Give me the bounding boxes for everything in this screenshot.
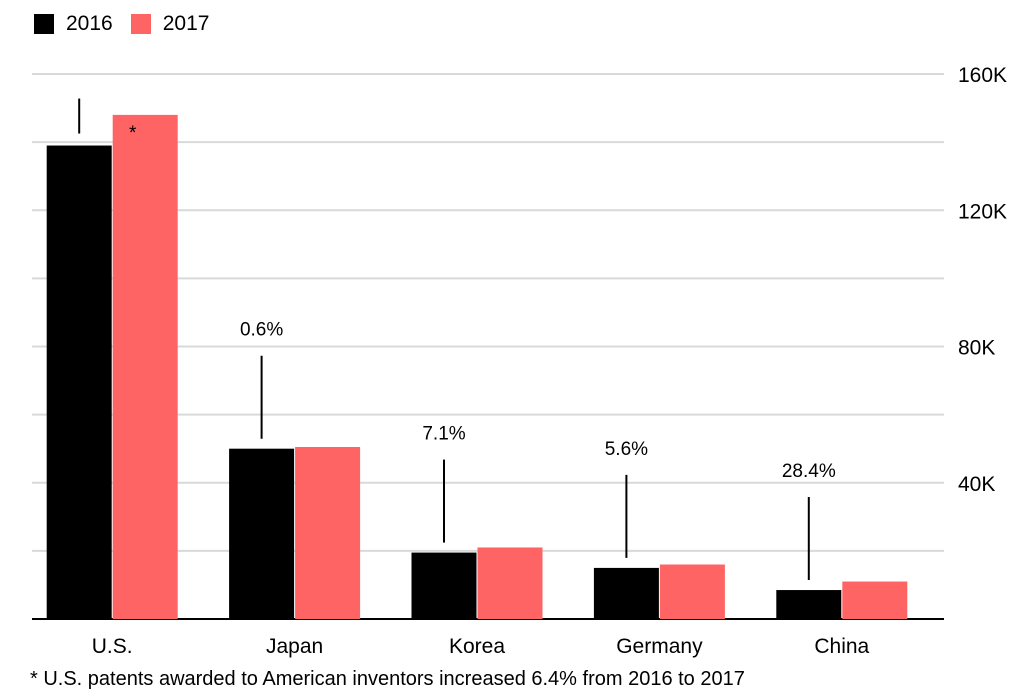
labels: 40K 80K 120K 160K U.S. Japan Korea Germany China… <box>92 64 1007 658</box>
bar-2017-japan <box>295 446 361 619</box>
bar-2016-korea <box>411 552 477 619</box>
legend: 2016 2017 <box>34 12 227 36</box>
legend-label-2016: 2016 <box>66 12 113 35</box>
bar-2017-us <box>112 114 178 619</box>
bar-2016-japan <box>229 448 295 619</box>
x-tick-label: Japan <box>266 635 323 658</box>
bar-2016-china <box>776 590 842 619</box>
legend-swatch-2017 <box>130 14 151 34</box>
legend-label-2017: 2017 <box>162 12 210 35</box>
bar-2017-china <box>842 581 908 619</box>
legend-item-2016: 2016 <box>34 12 113 36</box>
y-tick-label: 160K <box>958 64 1007 87</box>
footnote: * U.S. patents awarded to American inven… <box>30 668 745 690</box>
bars <box>46 114 908 619</box>
bar-2016-us <box>46 145 112 619</box>
bar-2017-korea <box>477 547 543 619</box>
annotation-leaders <box>78 98 810 581</box>
y-tick-label: 80K <box>958 337 995 360</box>
annotation-label: 28.4% <box>782 461 836 482</box>
annotation-label: 0.6% <box>240 320 283 341</box>
bar-2016-germany <box>593 567 659 619</box>
annotation-label: 7.1% <box>422 424 465 445</box>
x-tick-label: Korea <box>449 635 505 658</box>
x-tick-label: Germany <box>616 635 703 658</box>
x-tick-label: China <box>814 635 869 658</box>
y-tick-label: 40K <box>958 473 995 496</box>
y-tick-label: 120K <box>958 200 1007 223</box>
x-tick-label: U.S. <box>92 635 133 658</box>
annotation-label: * <box>129 123 137 144</box>
annotation-label: 5.6% <box>605 439 648 460</box>
legend-item-2017: 2017 <box>130 12 210 36</box>
bar-2017-germany <box>659 564 725 619</box>
legend-swatch-2016 <box>34 14 54 34</box>
